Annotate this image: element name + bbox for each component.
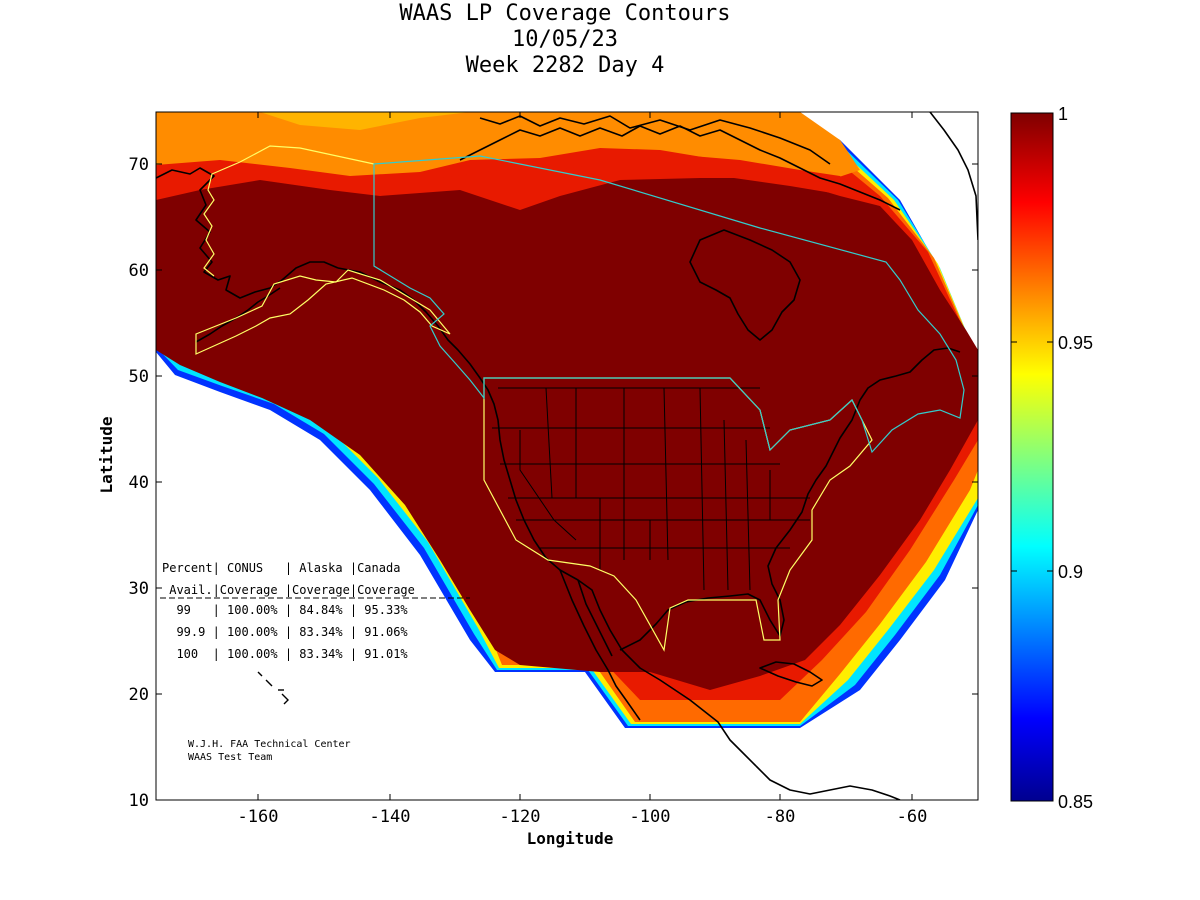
y-tick-label: 30 [129, 579, 149, 599]
colorbar: 1 0.95 0.9 0.85 [1010, 104, 1093, 812]
canada-service-volume [373, 155, 965, 454]
y-tick-label: 70 [129, 155, 149, 175]
x-tick-label: -120 [500, 807, 541, 827]
y-tick-label: 50 [129, 367, 149, 387]
colorbar-gradient [1010, 112, 1054, 802]
coastline-cuba [759, 661, 823, 687]
y-tick-label: 10 [129, 791, 149, 811]
alaska-service-volume [195, 145, 451, 355]
coverage-table: Percent| CONUS | Alaska |Canada Avail.|C… [160, 561, 470, 661]
chart-title-line1: WAAS LP Coverage Contours [399, 1, 731, 26]
table-row: 99.9 | 100.00% | 83.34% | 91.06% [162, 625, 408, 639]
state-borders [492, 387, 810, 591]
x-tick-label: -140 [370, 807, 411, 827]
coastline-alaska-west [156, 167, 339, 299]
contour-orange-north [156, 112, 860, 180]
chart-title-line2: 10/05/23 [512, 27, 618, 52]
coverage-contours [156, 112, 978, 728]
credit-line-1: W.J.H. FAA Technical Center [188, 739, 351, 750]
contour-full-coverage [156, 178, 978, 690]
table-header-2: Avail.|Coverage |Coverage|Coverage [162, 583, 415, 597]
credit-line-2: WAAS Test Team [188, 752, 272, 763]
x-tick-label: -100 [630, 807, 671, 827]
coastline-gulf [619, 347, 961, 651]
plot-frame [155, 111, 979, 801]
coastline-greenland [929, 112, 978, 241]
contour-yellow-north [260, 112, 470, 130]
chart-title-line3: Week 2282 Day 4 [465, 53, 665, 78]
y-tick-label: 60 [129, 261, 149, 281]
x-tick-label: -60 [897, 807, 928, 827]
y-tick-label: 20 [129, 685, 149, 705]
colorbar-tick-label: 0.85 [1058, 792, 1093, 812]
contour-red-north [156, 155, 880, 206]
table-header-1: Percent| CONUS | Alaska |Canada [162, 561, 400, 575]
coastline-mexico-pacific [559, 569, 641, 721]
colorbar-tick-label: 1 [1058, 104, 1068, 124]
x-tick-marks [257, 112, 913, 800]
table-row: 100 | 100.00% | 83.34% | 91.01% [162, 647, 408, 661]
coastline-hudson-bay [689, 229, 801, 341]
hawaii-islands [257, 671, 289, 705]
coastline-central-america [755, 765, 901, 800]
x-axis-title: Longitude [527, 829, 614, 848]
coastlines [156, 112, 978, 800]
y-tick-label: 40 [129, 473, 149, 493]
coastline-baja [577, 579, 613, 657]
colorbar-tick-label: 0.9 [1058, 562, 1083, 582]
x-tick-label: -160 [238, 807, 279, 827]
y-axis-title: Latitude [97, 416, 116, 493]
y-tick-marks [156, 163, 978, 801]
colorbar-tick-label: 0.95 [1058, 333, 1093, 353]
x-tick-label: -80 [765, 807, 796, 827]
coastline-pacific-nw [337, 267, 757, 767]
service-volumes [195, 145, 965, 652]
table-row: 99 | 100.00% | 84.84% | 95.33% [162, 603, 408, 617]
coastline-arctic-islands [479, 115, 831, 165]
